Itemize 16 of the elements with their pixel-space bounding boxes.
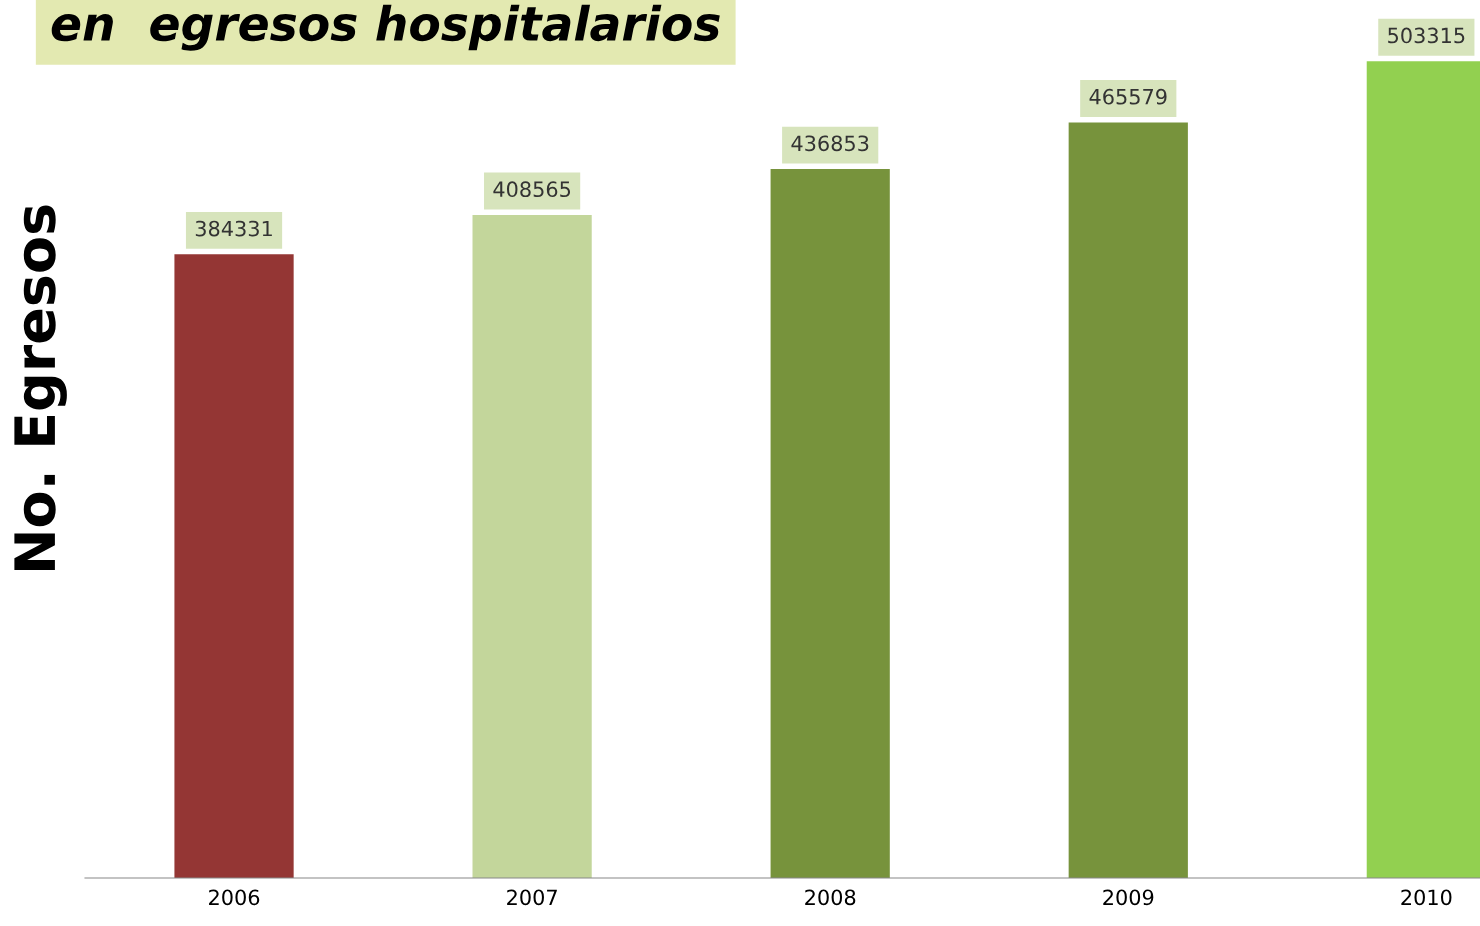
data-label: 408565 [493, 181, 571, 198]
x-tick-label: 2007 [507, 889, 557, 906]
x-tick-label: 2008 [805, 889, 856, 906]
bar [1068, 122, 1188, 878]
data-label: 503315 [1388, 27, 1465, 44]
bar [472, 215, 592, 878]
chart-title: en egresos hospitalarios [51, 4, 720, 51]
data-label: 465579 [1089, 88, 1167, 105]
x-tick-label: 2010 [1401, 889, 1452, 906]
bar [770, 169, 890, 878]
x-tick-label: 2009 [1103, 889, 1154, 906]
y-axis-title: No. Egresos [14, 205, 67, 570]
x-tick-label: 2006 [209, 889, 260, 906]
data-label: 436853 [791, 135, 869, 152]
bar [174, 254, 294, 878]
data-label: 384331 [195, 220, 272, 237]
